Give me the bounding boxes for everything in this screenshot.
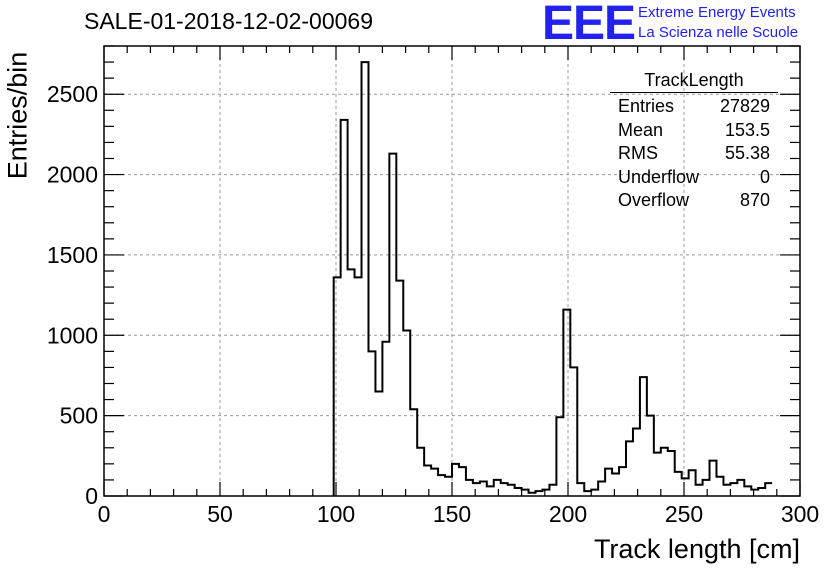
stats-title: TrackLength bbox=[610, 70, 778, 93]
stats-row-underflow: Underflow 0 bbox=[610, 166, 778, 190]
logo-line-1: Extreme Energy Events bbox=[638, 4, 796, 21]
y-tick-label: 1000 bbox=[47, 322, 98, 348]
y-tick-label: 500 bbox=[60, 403, 98, 429]
stats-row-entries: Entries 27829 bbox=[610, 95, 778, 119]
grid-lines bbox=[104, 46, 800, 496]
stats-row-rms: RMS 55.38 bbox=[610, 142, 778, 166]
x-tick-label: 250 bbox=[665, 501, 703, 527]
stats-label: Overflow bbox=[618, 190, 690, 210]
x-axis-label: Track length [cm] bbox=[593, 534, 800, 564]
y-tick-label: 2000 bbox=[47, 162, 98, 188]
stats-value: 27829 bbox=[719, 96, 770, 116]
stats-value: 153.5 bbox=[724, 119, 770, 140]
y-tick-label: 0 bbox=[85, 483, 98, 509]
stats-value: 55.38 bbox=[724, 143, 770, 163]
histogram-series bbox=[332, 61, 773, 496]
stats-label: RMS bbox=[618, 143, 658, 163]
stats-row-mean: Mean 153.5 bbox=[610, 119, 778, 143]
stats-box: TrackLength Entries 27829 Mean 153.5 RMS… bbox=[610, 70, 778, 213]
stats-row-overflow: Overflow 870 bbox=[610, 189, 778, 213]
y-tick-label: 1500 bbox=[47, 242, 98, 268]
y-tick-label: 2500 bbox=[47, 81, 98, 107]
stats-label: Entries bbox=[618, 96, 675, 116]
x-tick-labels: 0 50 100 150 200 250 300 bbox=[98, 501, 820, 527]
x-tick-label: 100 bbox=[317, 501, 355, 527]
stats-label: Underflow bbox=[618, 166, 700, 187]
x-tick-label: 150 bbox=[433, 501, 471, 527]
x-tick-label: 50 bbox=[207, 501, 233, 527]
stats-value: 870 bbox=[739, 190, 770, 210]
chart-title: SALE-01-2018-12-02-00069 bbox=[84, 8, 373, 34]
x-tick-label: 0 bbox=[98, 501, 111, 527]
x-tick-label: 300 bbox=[781, 501, 819, 527]
axis-ticks bbox=[103, 45, 801, 497]
y-axis-label: Entries/bin bbox=[2, 51, 33, 180]
logo-line-2: La Scienza nelle Scuole bbox=[638, 24, 799, 41]
stats-label: Mean bbox=[618, 119, 664, 140]
stats-value: 0 bbox=[759, 166, 770, 187]
x-tick-label: 200 bbox=[549, 501, 587, 527]
y-tick-labels: 0 500 1000 1500 2000 2500 bbox=[47, 81, 98, 509]
eee-logo: EEE bbox=[542, 0, 636, 50]
